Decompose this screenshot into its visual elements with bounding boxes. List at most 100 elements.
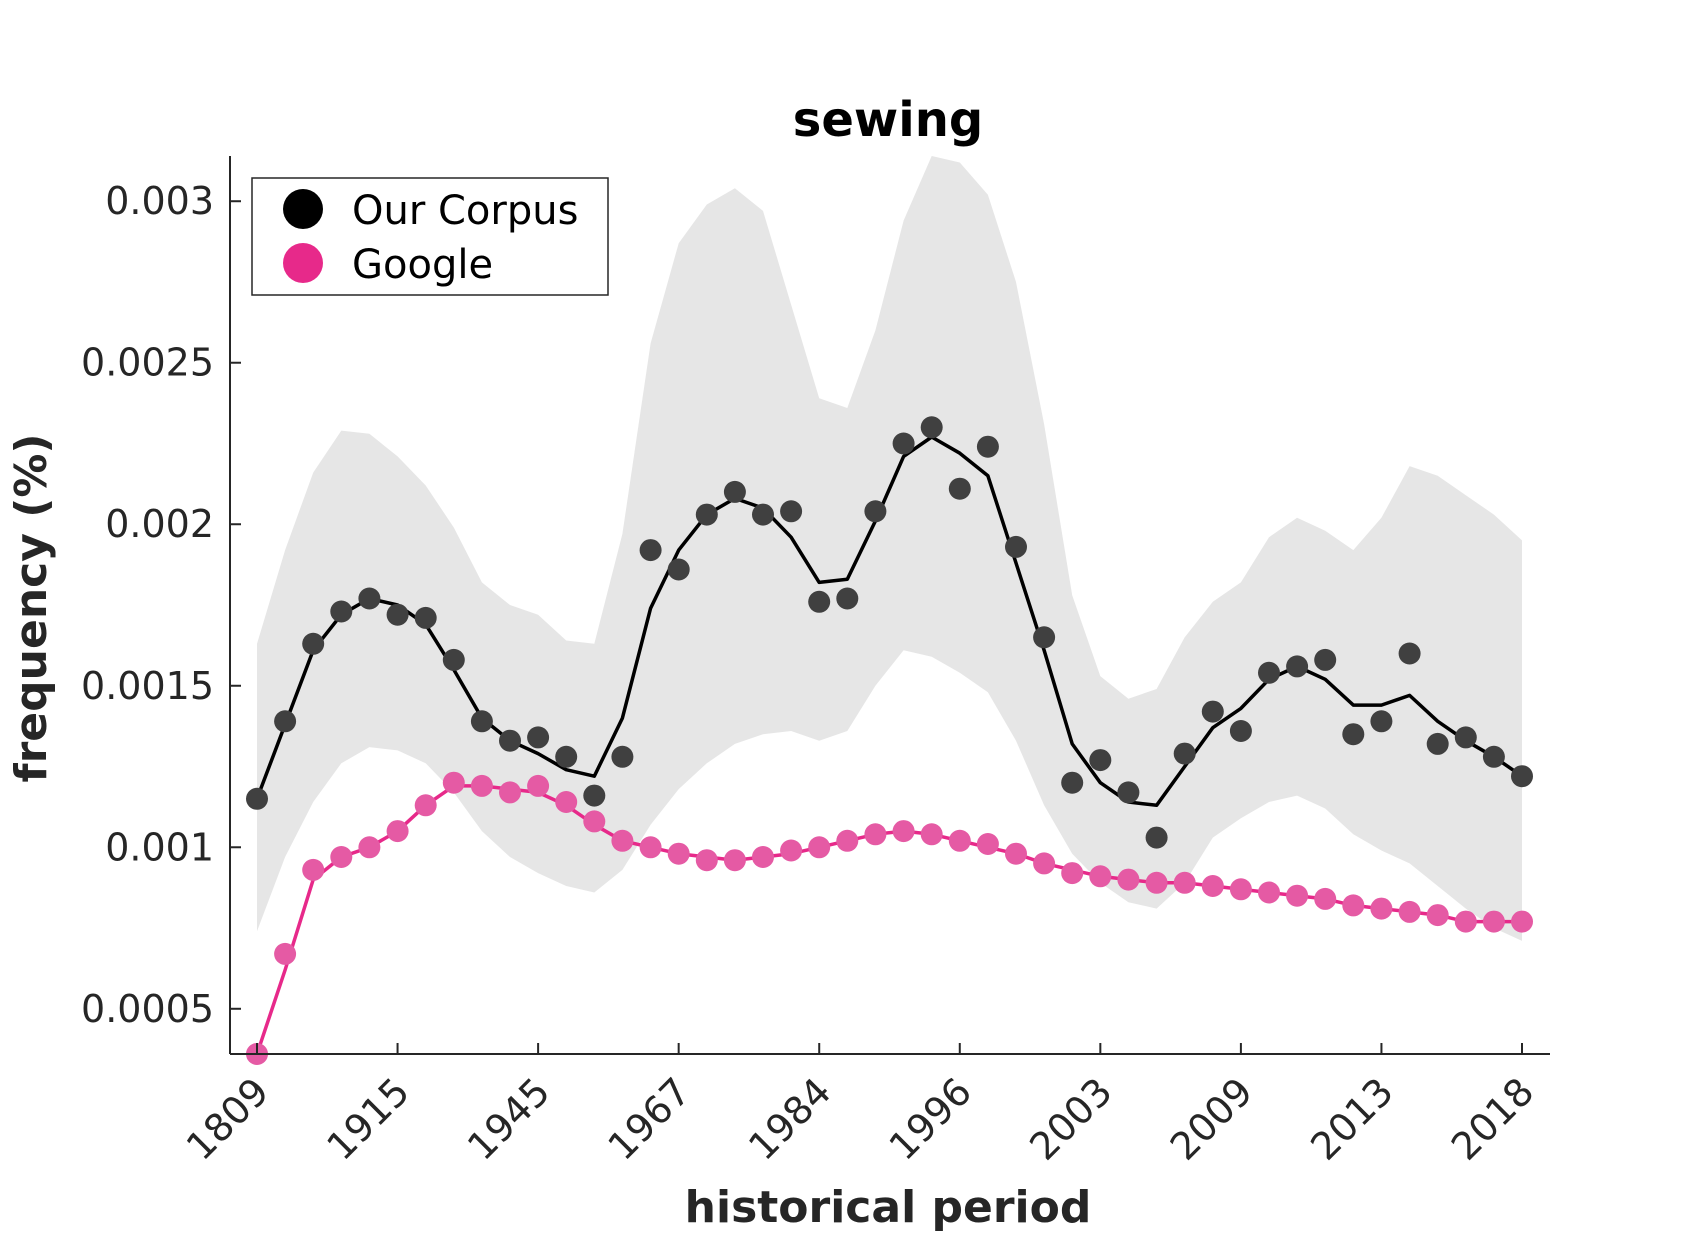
data-point-our-corpus	[920, 416, 943, 439]
y-tick-label: 0.0005	[81, 987, 214, 1031]
data-point-google	[1201, 875, 1224, 897]
data-point-our-corpus	[1201, 700, 1224, 723]
data-point-our-corpus	[948, 477, 971, 500]
data-point-our-corpus	[808, 590, 831, 613]
data-point-google	[470, 774, 493, 797]
data-point-our-corpus	[695, 503, 718, 526]
data-point-google	[1511, 910, 1533, 933]
data-point-google	[1061, 862, 1084, 885]
data-point-our-corpus	[555, 745, 578, 768]
data-point-google	[695, 849, 718, 872]
data-point-google	[864, 823, 887, 846]
data-point-our-corpus	[302, 632, 325, 655]
data-point-our-corpus	[499, 729, 521, 752]
data-point-google	[723, 849, 746, 872]
data-point-our-corpus	[1286, 655, 1309, 678]
data-point-our-corpus	[470, 710, 493, 733]
data-point-layer	[246, 416, 1533, 1065]
data-point-google	[274, 942, 297, 965]
data-point-our-corpus	[1314, 648, 1337, 671]
data-point-google	[611, 829, 634, 852]
data-point-google	[1454, 910, 1477, 933]
data-point-google	[1342, 894, 1365, 917]
confidence-band-layer	[257, 156, 1522, 941]
data-point-our-corpus	[752, 503, 774, 526]
confidence-band	[257, 156, 1522, 941]
trend-line-google	[255, 784, 1522, 1055]
data-point-our-corpus	[1061, 771, 1084, 794]
data-point-our-corpus	[892, 432, 915, 455]
data-point-our-corpus	[1398, 642, 1421, 665]
y-tick-label: 0.0015	[81, 664, 214, 708]
data-point-our-corpus	[723, 480, 746, 503]
data-point-google	[1258, 881, 1280, 904]
data-point-google	[1117, 868, 1140, 891]
y-tick-label: 0.0025	[81, 341, 214, 385]
data-point-google	[330, 846, 353, 868]
data-point-our-corpus	[274, 710, 297, 733]
data-point-our-corpus	[358, 587, 381, 610]
data-point-our-corpus	[976, 435, 999, 458]
data-point-google	[527, 774, 550, 797]
data-point-google	[1314, 887, 1337, 910]
data-point-google	[358, 836, 381, 859]
data-point-google	[555, 791, 578, 813]
data-point-google	[1089, 865, 1112, 888]
legend-marker-our-corpus	[283, 189, 323, 229]
y-tick-label: 0.001	[105, 825, 214, 869]
data-point-google	[920, 823, 943, 846]
data-point-our-corpus	[1089, 749, 1112, 772]
legend-label-google: Google	[352, 242, 493, 288]
data-point-google	[1229, 878, 1252, 901]
data-point-google	[1033, 852, 1056, 875]
y-tick-label: 0.002	[105, 502, 214, 546]
data-point-google	[1286, 884, 1309, 907]
data-point-our-corpus	[836, 587, 859, 610]
trend-line-layer	[255, 435, 1523, 1055]
data-point-our-corpus	[442, 648, 465, 671]
data-point-our-corpus	[1342, 723, 1365, 746]
data-point-our-corpus	[1426, 732, 1449, 755]
x-axis-title: historical period	[685, 1182, 1092, 1233]
data-point-google	[1173, 871, 1196, 894]
data-point-our-corpus	[527, 726, 550, 749]
data-point-our-corpus	[1511, 765, 1533, 788]
data-point-our-corpus	[1258, 661, 1280, 684]
data-point-google	[1145, 871, 1168, 894]
data-point-google	[808, 836, 831, 859]
data-point-google	[892, 820, 915, 843]
legend: Our Corpus Google	[251, 177, 609, 296]
data-point-google	[780, 839, 803, 862]
data-point-our-corpus	[330, 600, 353, 623]
data-point-our-corpus	[246, 787, 268, 810]
y-axis-title: frequency (%)	[6, 433, 57, 782]
data-point-google	[1398, 900, 1421, 923]
data-point-google	[499, 781, 521, 804]
data-point-google	[414, 794, 437, 817]
y-tick-label: 0.003	[105, 179, 214, 223]
axes	[229, 156, 1550, 1055]
trend-line-our-corpus	[255, 435, 1523, 808]
data-point-our-corpus	[1370, 710, 1393, 733]
data-point-google	[976, 833, 999, 855]
data-point-google	[302, 858, 325, 881]
legend-marker-google	[283, 243, 323, 283]
data-point-our-corpus	[1117, 781, 1140, 804]
data-point-google	[583, 810, 606, 833]
data-point-our-corpus	[780, 500, 803, 523]
data-point-google	[386, 820, 409, 843]
data-point-google	[667, 842, 690, 865]
data-point-google	[1426, 904, 1449, 927]
data-point-google	[948, 829, 971, 852]
data-point-google	[836, 829, 859, 852]
data-point-google	[752, 846, 774, 868]
data-point-our-corpus	[1229, 720, 1252, 742]
data-point-our-corpus	[1033, 626, 1056, 649]
legend-label-our-corpus: Our Corpus	[352, 188, 578, 234]
data-point-google	[1370, 897, 1393, 920]
data-point-our-corpus	[864, 500, 887, 523]
data-point-our-corpus	[414, 606, 437, 629]
data-point-our-corpus	[1454, 726, 1477, 749]
data-point-our-corpus	[667, 558, 690, 581]
